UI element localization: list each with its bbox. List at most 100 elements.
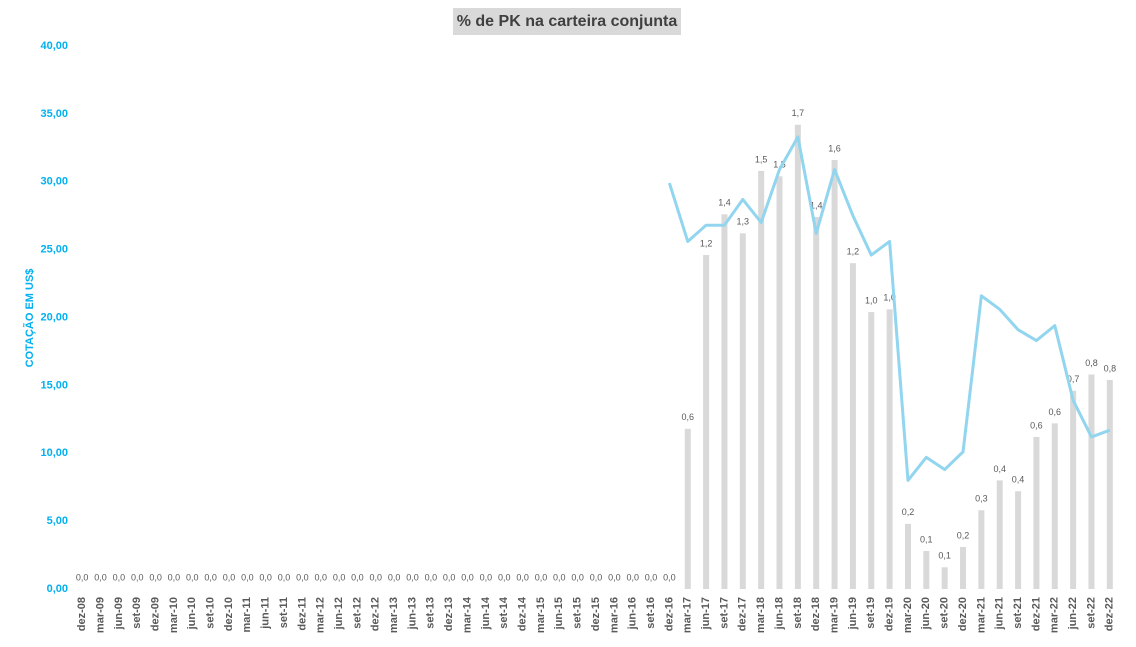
x-tick-label: mar-10 bbox=[168, 597, 180, 633]
data-label: 0,0 bbox=[425, 572, 438, 582]
bar bbox=[1088, 374, 1095, 589]
data-label: 0,0 bbox=[590, 572, 603, 582]
data-label: 0,0 bbox=[388, 572, 401, 582]
data-label: 0,0 bbox=[76, 572, 89, 582]
x-tick-label: mar-12 bbox=[315, 597, 327, 633]
data-label: 1,0 bbox=[865, 295, 878, 305]
x-tick-label: mar-13 bbox=[388, 597, 400, 633]
data-label: 1,2 bbox=[847, 247, 860, 257]
data-label: 0,8 bbox=[1104, 363, 1117, 373]
x-tick-label: jun-20 bbox=[920, 597, 932, 630]
data-label: 0,6 bbox=[681, 412, 694, 422]
x-tick-label: mar-18 bbox=[755, 597, 767, 633]
x-tick-label: set-22 bbox=[1085, 597, 1097, 629]
bar bbox=[941, 567, 948, 589]
y-tick-label: 30,00 bbox=[40, 176, 68, 188]
x-tick-label: set-21 bbox=[1012, 597, 1024, 629]
data-label: 0,6 bbox=[1049, 407, 1062, 417]
data-label: 1,3 bbox=[737, 217, 750, 227]
x-tick-label: jun-16 bbox=[627, 597, 639, 630]
data-label: 0,0 bbox=[259, 572, 272, 582]
x-tick-label: dez-12 bbox=[370, 597, 382, 631]
x-tick-label: mar-19 bbox=[828, 597, 840, 633]
data-label: 0,7 bbox=[1067, 374, 1080, 384]
data-label: 0,4 bbox=[1012, 475, 1025, 485]
data-label: 1,4 bbox=[718, 198, 731, 208]
bar bbox=[1015, 491, 1022, 589]
x-tick-label: dez-10 bbox=[223, 597, 235, 631]
data-label: 0,0 bbox=[223, 572, 236, 582]
data-label: 0,0 bbox=[296, 572, 309, 582]
chart-title: % de PK na carteira conjunta bbox=[457, 13, 678, 30]
data-label: 0,2 bbox=[902, 507, 915, 517]
x-tick-label: jun-21 bbox=[994, 597, 1006, 630]
bar bbox=[1106, 379, 1113, 589]
bar bbox=[794, 124, 801, 590]
x-tick-label: mar-14 bbox=[461, 596, 473, 633]
data-label: 0,0 bbox=[608, 572, 621, 582]
bar bbox=[813, 217, 820, 590]
x-tick-label: jun-09 bbox=[113, 597, 125, 630]
y-tick-label: 15,00 bbox=[40, 379, 68, 391]
data-label: 0,0 bbox=[278, 572, 291, 582]
data-label: 1,5 bbox=[773, 160, 786, 170]
bar bbox=[684, 428, 691, 589]
x-tick-label: set-20 bbox=[939, 597, 951, 629]
x-tick-label: dez-17 bbox=[737, 597, 749, 631]
data-label: 0,0 bbox=[314, 572, 327, 582]
bar bbox=[1051, 423, 1058, 589]
x-tick-label: dez-16 bbox=[663, 597, 675, 631]
data-label: 0,0 bbox=[443, 572, 456, 582]
data-label: 0,0 bbox=[370, 572, 383, 582]
x-tick-label: dez-22 bbox=[1104, 597, 1116, 631]
bar bbox=[978, 510, 985, 589]
bar bbox=[831, 160, 838, 589]
data-label: 0,0 bbox=[333, 572, 346, 582]
bar bbox=[1033, 436, 1040, 589]
data-label: 0,0 bbox=[94, 572, 107, 582]
data-label: 0,0 bbox=[461, 572, 474, 582]
x-tick-label: dez-11 bbox=[296, 597, 308, 631]
y-tick-label: 5,00 bbox=[47, 515, 68, 527]
data-label: 0,3 bbox=[975, 494, 988, 504]
x-tick-label: mar-17 bbox=[682, 597, 694, 633]
data-label: 0,1 bbox=[938, 551, 951, 561]
x-tick-label: jun-13 bbox=[406, 597, 418, 630]
data-label: 1,7 bbox=[792, 108, 805, 118]
bar bbox=[904, 523, 911, 589]
y-axis-label: COTAÇÃO EM US$ bbox=[23, 269, 36, 368]
x-tick-label: mar-15 bbox=[535, 597, 547, 633]
data-label: 0,0 bbox=[663, 572, 676, 582]
bar bbox=[739, 233, 746, 589]
x-tick-label: set-10 bbox=[205, 597, 217, 629]
x-tick-label: mar-11 bbox=[241, 597, 253, 632]
bar bbox=[703, 255, 710, 589]
data-label: 0,6 bbox=[1030, 420, 1043, 430]
data-label: 0,0 bbox=[516, 572, 529, 582]
bar bbox=[886, 309, 893, 589]
x-tick-label: jun-12 bbox=[333, 597, 345, 630]
x-tick-label: dez-09 bbox=[149, 597, 161, 631]
data-label: 1,4 bbox=[810, 200, 823, 210]
data-label: 1,2 bbox=[700, 238, 713, 248]
data-label: 0,0 bbox=[626, 572, 639, 582]
title-box bbox=[453, 8, 681, 35]
x-tick-label: set-11 bbox=[278, 597, 290, 628]
y-tick-label: 25,00 bbox=[40, 244, 68, 256]
x-tick-label: set-12 bbox=[351, 597, 363, 629]
data-label: 0,0 bbox=[168, 572, 181, 582]
x-tick-label: dez-08 bbox=[76, 597, 88, 631]
x-tick-label: jun-10 bbox=[186, 597, 198, 630]
data-label: 0,0 bbox=[149, 572, 162, 582]
x-tick-label: dez-14 bbox=[517, 596, 529, 631]
data-label: 0,0 bbox=[498, 572, 511, 582]
x-tick-label: mar-22 bbox=[1049, 597, 1061, 633]
bar bbox=[849, 263, 856, 589]
data-label: 0,0 bbox=[535, 572, 548, 582]
x-tick-label: jun-18 bbox=[773, 597, 785, 630]
data-label: 0,0 bbox=[645, 572, 658, 582]
y-tick-label: 40,00 bbox=[40, 40, 68, 52]
bar bbox=[868, 312, 875, 589]
x-tick-label: mar-20 bbox=[902, 597, 914, 633]
